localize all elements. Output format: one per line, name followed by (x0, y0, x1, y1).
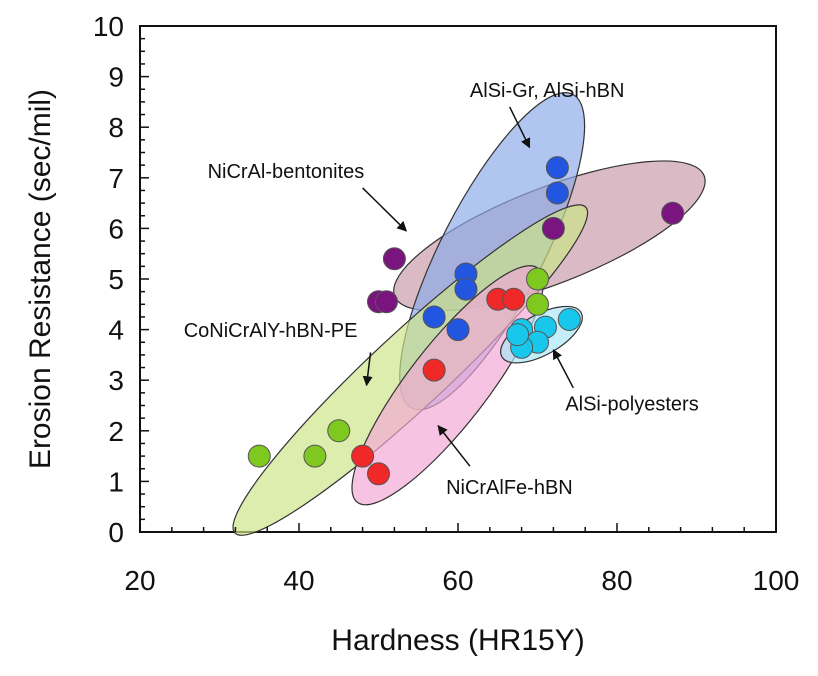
tick-layer: 0 1 2 3 4 5 6 7 8 9 10 20 40 60 80 100 (93, 11, 800, 596)
point-conicraly-hbn-pe (526, 292, 549, 316)
annotation-nicral-bentonites: NiCrAl-bentonites (208, 161, 408, 232)
point-nicralfe-hbn (422, 358, 446, 382)
point-conicraly-hbn-pe (526, 267, 549, 291)
annotation-alsi-gr-alsi-hbn: AlSi-Gr, AlSi-hBN (470, 80, 624, 149)
annotation-label: NiCrAl-bentonites (208, 161, 365, 183)
annotation-layer: AlSi-Gr, AlSi-hBN NiCrAl-bentonites CoNiCr… (184, 80, 699, 499)
series-nicral-bentonites (367, 201, 685, 314)
series-alsi-polyesters (506, 307, 581, 359)
y-tick-label: 0 (108, 517, 124, 548)
point-nicralfe-hbn (367, 462, 390, 486)
point-alsi-polyesters (557, 307, 581, 331)
point-layer (247, 156, 685, 486)
annotation-conicraly-hbn-pe: CoNiCrAlY-hBN-PE (184, 320, 373, 387)
y-tick-label: 2 (108, 416, 124, 447)
annotation-arrow (362, 187, 408, 232)
point-nicral-bentonites (374, 290, 398, 314)
point-nicral-bentonites (541, 216, 565, 240)
y-tick-label: 1 (108, 466, 124, 497)
y-tick-label: 7 (108, 163, 124, 194)
point-alsi-gr-alsi-hbn (454, 277, 478, 301)
x-tick-label: 100 (753, 565, 800, 596)
point-nicral-bentonites (382, 247, 406, 271)
annotation-nicralfe-hbn: NiCrAlFe-hBN (437, 424, 573, 499)
y-tick-label: 4 (108, 315, 124, 346)
point-alsi-polyesters (506, 323, 530, 347)
y-tick-label: 10 (93, 11, 124, 42)
x-tick-label: 60 (442, 565, 473, 596)
point-alsi-gr-alsi-hbn (446, 318, 470, 342)
series-nicralfe-hbn (351, 287, 526, 486)
x-tick-label: 20 (124, 565, 155, 596)
x-tick-label: 80 (601, 565, 632, 596)
y-tick-label: 9 (108, 62, 124, 93)
y-tick-label: 5 (108, 264, 124, 295)
annotation-alsi-polyesters: AlSi-polyesters (552, 348, 699, 416)
y-tick-label: 6 (108, 213, 124, 244)
point-nicralfe-hbn (502, 287, 526, 311)
annotation-arrow (552, 348, 574, 389)
series-conicraly-hbn-pe (247, 267, 549, 468)
annotation-arrow (362, 352, 373, 387)
point-alsi-gr-alsi-hbn (545, 181, 569, 205)
y-tick-label: 8 (108, 112, 124, 143)
point-nicral-bentonites (661, 201, 685, 225)
y-axis-title: Erosion Resistance (sec/mil) (24, 89, 57, 469)
point-conicraly-hbn-pe (303, 444, 327, 468)
x-axis-title: Hardness (HR15Y) (331, 624, 584, 657)
point-conicraly-hbn-pe (247, 444, 271, 468)
y-tick-label: 3 (108, 365, 124, 396)
point-alsi-gr-alsi-hbn (545, 156, 569, 180)
annotation-label: NiCrAlFe-hBN (446, 477, 573, 499)
annotation-arrow (509, 106, 531, 149)
point-nicralfe-hbn (351, 444, 375, 468)
point-conicraly-hbn-pe (327, 419, 351, 443)
series-alsi-gr-alsi-hbn (422, 156, 569, 342)
x-tick-label: 40 (283, 565, 314, 596)
annotation-label: CoNiCrAlY-hBN-PE (184, 320, 358, 342)
point-alsi-gr-alsi-hbn (422, 305, 446, 329)
annotation-arrow (437, 424, 471, 467)
annotation-label: AlSi-Gr, AlSi-hBN (470, 80, 624, 102)
annotation-label: AlSi-polyesters (565, 394, 698, 416)
